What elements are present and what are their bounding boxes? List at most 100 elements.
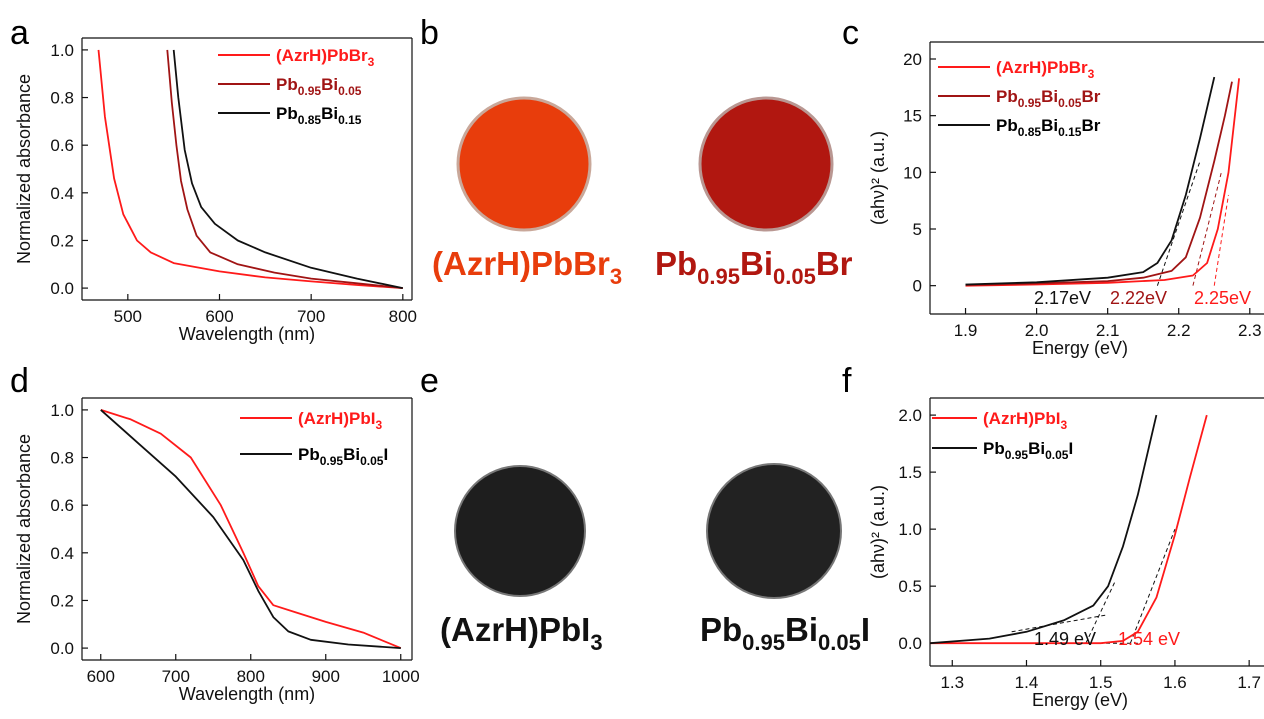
tangent-line xyxy=(1011,614,1109,633)
x-tick-label: 600 xyxy=(87,667,115,686)
x-axis-label: Wavelength (nm) xyxy=(179,684,315,704)
panel-label-f: f xyxy=(842,362,852,400)
photo-label-e-2: Pb0.95Bi0.05I xyxy=(700,611,870,655)
y-tick-label: 0.8 xyxy=(50,449,74,468)
y-axis-label: Normalized absorbance xyxy=(14,434,34,624)
series-line xyxy=(930,414,1158,645)
y-tick-label: 0.4 xyxy=(50,184,74,203)
panel-label-d: d xyxy=(10,362,29,400)
y-tick-label: 0.2 xyxy=(50,591,74,610)
series-line xyxy=(166,49,403,289)
legend-entry: Pb0.95Bi0.05I xyxy=(983,439,1073,462)
y-tick-label: 0.4 xyxy=(50,544,74,563)
series-line xyxy=(965,76,1216,286)
tangent-line xyxy=(1085,580,1117,644)
photo-label-b-1: (AzrH)PbBr3 xyxy=(432,245,622,289)
x-tick-label: 700 xyxy=(297,307,325,326)
legend-entry: (AzrH)PbBr3 xyxy=(996,58,1095,81)
chart-c: 1.9 2.0 2.1 2.2 2.3 0 5 10 15 20 Energy (eV) (ahν)²… xyxy=(868,41,1264,358)
legend-entry: Pb0.85Bi0.15 xyxy=(276,104,362,127)
x-tick-label: 1.7 xyxy=(1237,673,1261,692)
x-tick-label: 1.9 xyxy=(954,321,978,340)
y-tick-label: 1.5 xyxy=(898,463,922,482)
series-line xyxy=(100,409,401,649)
y-axis-label: (ahν)² (a.u.) xyxy=(868,131,888,225)
y-tick-label: 0.5 xyxy=(898,577,922,596)
sample-disk-azrh-pbi3 xyxy=(454,465,586,597)
tangent-line xyxy=(1192,172,1222,286)
series-line xyxy=(965,78,1240,287)
panel-label-e: e xyxy=(420,362,439,400)
x-tick-label: 1.5 xyxy=(1089,673,1113,692)
y-tick-label: 20 xyxy=(903,50,922,69)
series-line xyxy=(100,409,402,649)
gap-annotation: 2.17eV xyxy=(1034,288,1091,308)
y-tick-label: 5 xyxy=(913,220,922,239)
x-axis-label: Energy (eV) xyxy=(1032,338,1128,358)
x-axis-label: Wavelength (nm) xyxy=(179,324,315,344)
x-tick-label: 1.3 xyxy=(940,673,964,692)
tangent-line xyxy=(1213,194,1229,286)
y-tick-label: 1.0 xyxy=(50,41,74,60)
y-tick-label: 1.0 xyxy=(50,401,74,420)
x-tick-label: 800 xyxy=(389,307,417,326)
series-line xyxy=(930,414,1208,645)
panel-label-b: b xyxy=(420,14,439,52)
y-tick-label: 0 xyxy=(913,277,922,296)
y-axis-label: Normalized absorbance xyxy=(14,74,34,264)
gap-annotation: 2.25eV xyxy=(1194,288,1251,308)
y-tick-label: 0.8 xyxy=(50,89,74,108)
chart-d: 600 700 800 900 1000 0.0 0.2 0.4 0.6 0.8 1.0 Wavele… xyxy=(14,397,420,704)
sample-disk-azrh-pbbr3 xyxy=(456,96,592,232)
sample-disk-pb095bi005i xyxy=(706,463,842,599)
x-tick-label: 600 xyxy=(205,307,233,326)
photo-label-b-2: Pb0.95Bi0.05Br xyxy=(655,245,853,289)
x-tick-label: 1000 xyxy=(382,667,420,686)
legend-entry: (AzrH)PbI3 xyxy=(298,409,382,432)
chart-f: 1.3 1.4 1.5 1.6 1.7 0.0 0.5 1.0 1.5 2.0 Energy (eV… xyxy=(868,397,1264,710)
y-tick-label: 0.0 xyxy=(898,634,922,653)
x-tick-label: 2.1 xyxy=(1096,321,1120,340)
y-tick-label: 0.6 xyxy=(50,136,74,155)
legend-entry: Pb0.95Bi0.05 xyxy=(276,75,362,98)
photo-panel-e: (AzrH)PbI3 Pb0.95Bi0.05I xyxy=(440,463,870,655)
x-tick-label: 2.3 xyxy=(1238,321,1262,340)
legend-entry: Pb0.95Bi0.05I xyxy=(298,445,388,468)
legend-entry: Pb0.85Bi0.15Br xyxy=(996,116,1101,139)
y-tick-label: 0.6 xyxy=(50,496,74,515)
tangent-line xyxy=(1156,160,1201,286)
y-tick-label: 10 xyxy=(903,163,922,182)
legend-entry: (AzrH)PbBr3 xyxy=(276,46,375,69)
panel-label-c: c xyxy=(842,14,859,52)
y-axis-label: (ahν)² (a.u.) xyxy=(868,485,888,579)
y-tick-label: 1.0 xyxy=(898,520,922,539)
x-axis-label: Energy (eV) xyxy=(1032,690,1128,710)
y-tick-label: 0.0 xyxy=(50,639,74,658)
y-tick-label: 2.0 xyxy=(898,406,922,425)
x-tick-label: 2.0 xyxy=(1025,321,1049,340)
gap-annotation: 1.54 eV xyxy=(1118,629,1180,649)
photo-panel-b: (AzrH)PbBr3 Pb0.95Bi0.05Br xyxy=(432,96,853,289)
photo-label-e-1: (AzrH)PbI3 xyxy=(440,611,603,655)
legend-entry: Pb0.95Bi0.05Br xyxy=(996,87,1101,110)
chart-a: 500 600 700 800 0.0 0.2 0.4 0.6 0.8 1.0 Wavelength… xyxy=(14,37,417,344)
x-tick-label: 1.6 xyxy=(1163,673,1187,692)
x-tick-label: 1.4 xyxy=(1015,673,1039,692)
series-line xyxy=(965,81,1233,286)
y-tick-label: 15 xyxy=(903,107,922,126)
series-line xyxy=(172,49,403,289)
tangent-line xyxy=(1129,528,1176,644)
y-tick-label: 0.0 xyxy=(50,279,74,298)
legend-entry: (AzrH)PbI3 xyxy=(983,409,1067,432)
y-tick-label: 0.2 xyxy=(50,231,74,250)
x-tick-label: 700 xyxy=(162,667,190,686)
x-tick-label: 900 xyxy=(312,667,340,686)
x-tick-label: 800 xyxy=(237,667,265,686)
charts-layer: 500 600 700 800 0.0 0.2 0.4 0.6 0.8 1.0 Wavelength… xyxy=(14,37,1264,710)
sample-disk-pb095bi005br xyxy=(698,96,834,232)
gap-annotation: 1.49 eV xyxy=(1034,629,1096,649)
panel-label-a: a xyxy=(10,14,29,52)
series-line xyxy=(97,49,403,289)
x-tick-label: 500 xyxy=(114,307,142,326)
